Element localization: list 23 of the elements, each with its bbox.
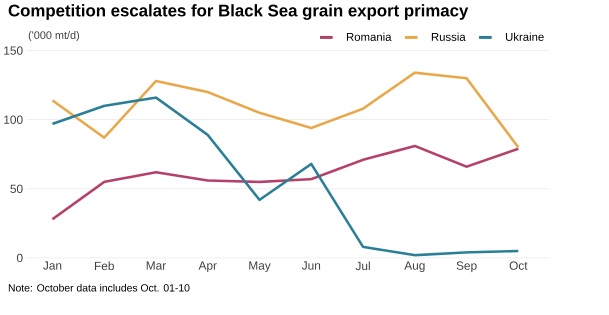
x-tick-label: Feb bbox=[94, 261, 114, 270]
text: Note: October data includes Oct. 01-10 bbox=[8, 284, 190, 292]
x-tick-label: Mar bbox=[146, 261, 166, 270]
line-series bbox=[51, 96, 520, 256]
x-tick-label: Aug bbox=[404, 261, 425, 272]
x-tick-label: Jul bbox=[356, 261, 370, 270]
y-tick-label: 50 bbox=[10, 184, 23, 193]
x-tick-label: Oct bbox=[510, 261, 528, 270]
y-tick-label: 100 bbox=[4, 115, 23, 124]
chart-title: Competition escalates for Black Sea grain export primacy bbox=[8, 4, 468, 20]
y-axis-title: ('000 mt/d) bbox=[28, 30, 80, 41]
x-tick-label: Jun bbox=[302, 261, 320, 270]
x-tick-label: Apr bbox=[198, 261, 217, 272]
line-series bbox=[51, 144, 520, 220]
y-tick-label: 150 bbox=[4, 46, 23, 55]
y-tick-label: 0 bbox=[16, 254, 23, 262]
x-tick-label: May bbox=[249, 261, 271, 272]
legend-label: Romania bbox=[346, 32, 392, 41]
legend-label: Ukraine bbox=[506, 32, 544, 41]
x-tick-label: Jan bbox=[43, 261, 62, 270]
x-tick-label: Sep bbox=[456, 261, 477, 272]
legend-label: Russia bbox=[432, 32, 466, 41]
line-series bbox=[51, 71, 520, 148]
